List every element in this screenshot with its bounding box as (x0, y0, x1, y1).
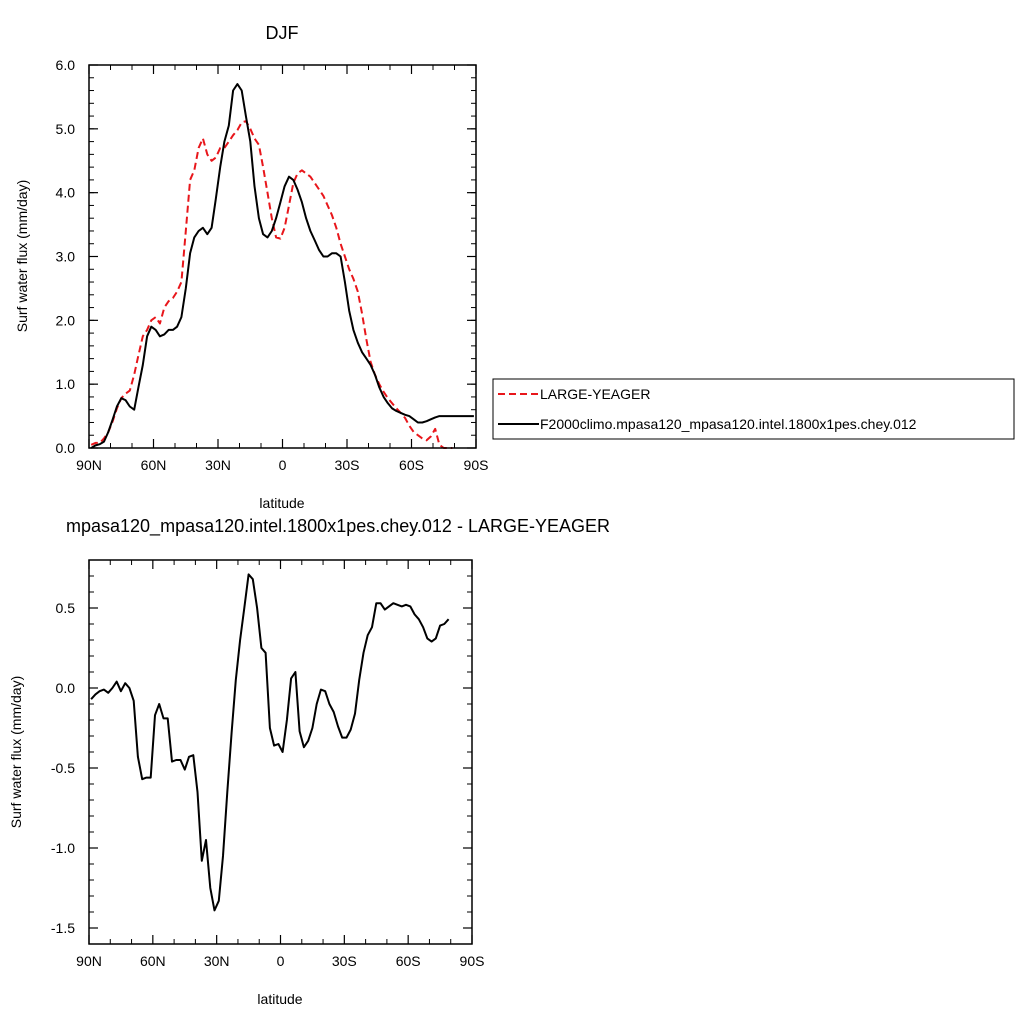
series-line-f2000climo-mpasa120-mpasa120-intel-1800x1pes-chey-012 (90, 83, 474, 449)
y-axis-label-top: Surf water flux (mm/day) (14, 180, 30, 332)
y-tick-label: 1.0 (56, 376, 76, 392)
x-tick-label: 90N (76, 457, 102, 473)
x-ticks-top: 90N 60N 30N 0 30S 60S 90S (76, 65, 488, 473)
legend-label-f2000climo: F2000climo.mpasa120_mpasa120.intel.1800x… (540, 416, 917, 432)
x-tick-label: 0 (279, 457, 287, 473)
x-tick-label: 30N (205, 457, 231, 473)
y-tick-label: 4.0 (56, 185, 76, 201)
chart-title-top: DJF (266, 23, 299, 43)
x-tick-label: 30S (335, 457, 360, 473)
x-tick-label: 60N (141, 457, 167, 473)
series-line-difference (90, 573, 450, 912)
x-tick-label: 0 (277, 953, 285, 969)
legend-label-large-yeager: LARGE-YEAGER (540, 386, 650, 402)
y-tick-label: 0.0 (56, 440, 76, 456)
series-lines-top (90, 83, 474, 449)
x-ticks-bottom: 90N 60N 30N 0 30S 60S 90S (76, 560, 484, 969)
x-tick-label: 90S (464, 457, 489, 473)
y-tick-label: 0.0 (56, 680, 76, 696)
x-tick-label: 90N (76, 953, 102, 969)
panel-bottom: mpasa120_mpasa120.intel.1800x1pes.chey.0… (8, 516, 610, 1007)
legend-box (492, 378, 1015, 440)
x-tick-label: 60S (399, 457, 424, 473)
y-tick-label: 6.0 (56, 57, 76, 73)
plot-frame-top (88, 64, 477, 449)
y-tick-label: 0.5 (56, 600, 76, 616)
x-tick-label: 90S (460, 953, 485, 969)
plot-frame-bottom (88, 559, 473, 945)
x-tick-label: 60S (396, 953, 421, 969)
series-lines-bottom (90, 573, 450, 912)
y-tick-label: -0.5 (51, 760, 75, 776)
y-tick-label: 3.0 (56, 249, 76, 265)
x-tick-label: 30S (332, 953, 357, 969)
chart-title-bottom: mpasa120_mpasa120.intel.1800x1pes.chey.0… (66, 516, 610, 537)
legend: LARGE-YEAGER F2000climo.mpasa120_mpasa12… (492, 378, 1015, 440)
y-tick-label: -1.5 (51, 920, 75, 936)
x-tick-label: 60N (140, 953, 166, 969)
y-axis-label-bottom: Surf water flux (mm/day) (8, 676, 24, 828)
panel-top: DJF Surf water flux (mm/day) latitude 90… (14, 23, 488, 511)
y-ticks-bottom: -1.5 -1.0 -0.5 0.0 0.5 (51, 559, 472, 945)
y-ticks-top: 0.0 1.0 2.0 3.0 4.0 5.0 6.0 (56, 57, 476, 456)
x-axis-label-top: latitude (259, 495, 304, 511)
series-line-large-yeager (90, 120, 453, 449)
y-tick-label: -1.0 (51, 840, 75, 856)
y-tick-label: 5.0 (56, 121, 76, 137)
y-tick-label: 2.0 (56, 312, 76, 328)
x-tick-label: 30N (204, 953, 230, 969)
x-axis-label-bottom: latitude (257, 991, 302, 1007)
